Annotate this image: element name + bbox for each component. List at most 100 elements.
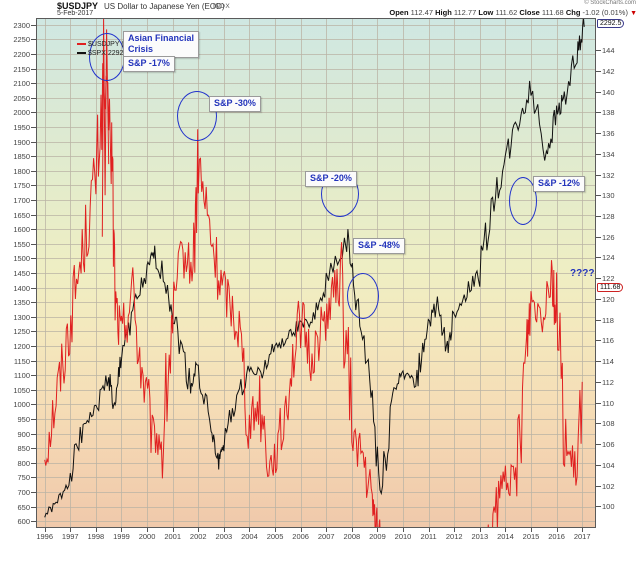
gridline-vertical — [44, 19, 46, 527]
x-axis-tick — [172, 528, 174, 532]
quote-bar: Open 112.47 High 112.77 Low 111.62 Close… — [389, 8, 637, 17]
y-axis-left-tick — [31, 316, 36, 318]
high-label: High — [435, 8, 452, 17]
y-axis-left-tick-label: 1200 — [13, 341, 30, 351]
y-axis-left-tick-label: 2100 — [13, 79, 30, 89]
gridline-horizontal — [37, 141, 595, 143]
gridline-horizontal — [37, 214, 595, 216]
y-axis-left-tick-label: 2150 — [13, 64, 30, 74]
y-axis-left-tick — [31, 462, 36, 464]
x-axis-tick — [326, 528, 328, 532]
y-axis-right-tick — [596, 91, 601, 93]
y-axis-left-tick — [31, 331, 36, 333]
chg-label: Chg — [565, 8, 581, 17]
y-axis-right-tick-label: 138 — [602, 108, 615, 118]
legend-swatch-spx — [77, 51, 86, 54]
chart-plot-area[interactable]: $USDJPY (Weekly) 111.68 $SPX 2292.56 Asi… — [36, 18, 596, 528]
stockcharts-brand: © StockCharts.com — [584, 0, 636, 6]
y-axis-left-tick-label: 1700 — [13, 196, 30, 205]
symbol-ticker: $USDJPY — [57, 1, 99, 11]
y-axis-right-tick — [596, 340, 601, 342]
y-axis-left-tick-label: 1750 — [13, 181, 30, 191]
gridline-horizontal — [37, 360, 595, 362]
gridline-horizontal — [37, 127, 595, 129]
quote-date: 5-Feb-2017 — [57, 10, 94, 17]
x-axis-tick — [223, 528, 225, 532]
gridline-horizontal — [37, 448, 595, 450]
x-axis-tick-label: 2011 — [420, 532, 437, 541]
y-axis-left-tick — [31, 229, 36, 231]
y-axis-left-tick — [31, 200, 36, 201]
series-line-spx — [44, 19, 585, 518]
y-axis-left-tick — [31, 258, 36, 260]
y-axis-right-tick — [596, 402, 601, 404]
x-axis-tick-label: 2016 — [548, 532, 565, 541]
y-axis-right-tick-label: 112 — [602, 377, 614, 387]
gridline-horizontal — [37, 24, 595, 26]
chg-value: -1.02 (0.01%) — [582, 8, 628, 17]
y-axis-left-tick — [31, 156, 36, 158]
x-axis-tick — [275, 528, 277, 532]
y-axis-left-tick-label: 1550 — [13, 239, 30, 249]
symbol-description: US Dollar to Japanese Yen (EOD) — [104, 2, 225, 11]
x-axis-tick-label: 2000 — [138, 532, 156, 541]
chg-down-arrow-icon: ▼ — [630, 10, 637, 17]
y-axis-left-tick — [31, 404, 36, 406]
y-axis-right-tick — [596, 257, 601, 259]
y-axis-right-tick — [596, 236, 601, 238]
y-axis-right-tick-label: 120 — [602, 294, 615, 304]
y-axis-right-tick — [596, 112, 601, 114]
gridline-horizontal — [37, 506, 595, 508]
gridline-horizontal — [37, 389, 595, 391]
series-line-usdjpy — [44, 63, 583, 527]
y-axis-left-tick — [31, 112, 36, 114]
y-axis-left-tick — [31, 39, 36, 41]
x-axis-tick-label: 2014 — [497, 532, 514, 541]
y-axis-left-tick — [31, 302, 36, 304]
x-axis-tick — [531, 528, 532, 532]
annotation-sp-12: S&P -12% — [533, 176, 585, 192]
y-axis-left-tick-label: 750 — [17, 473, 30, 483]
x-axis-tick — [582, 528, 584, 532]
x-axis-tick — [44, 528, 46, 532]
y-axis-right-tick-label: 100 — [602, 502, 615, 512]
gridline-horizontal — [37, 375, 595, 377]
y-axis-left-tick-label: 2300 — [13, 20, 30, 30]
y-axis-right-tick-label: 104 — [602, 460, 615, 470]
y-axis-right-tick-label: 116 — [602, 336, 614, 346]
y-axis-left-tick-label: 1350 — [13, 298, 30, 308]
gridline-horizontal — [37, 273, 595, 274]
highlight-ellipse-2015 — [509, 177, 537, 225]
x-axis-tick-label: 2002 — [189, 532, 207, 541]
x-axis-tick-label: 2008 — [343, 532, 361, 541]
gridline-horizontal — [37, 316, 595, 318]
y-axis-right-tick — [596, 215, 601, 217]
y-axis-right-tick-label: 132 — [602, 170, 615, 180]
y-axis-left-tick-label: 1600 — [13, 225, 30, 235]
open-label: Open — [389, 8, 409, 17]
y-axis-right-tick — [596, 423, 601, 425]
gridline-horizontal — [37, 156, 595, 158]
y-axis-right-tick-label: 114 — [602, 357, 614, 367]
y-axis-left-tick-label: 1500 — [13, 254, 30, 264]
x-axis-tick-label: 2005 — [266, 532, 284, 541]
x-axis-tick — [479, 528, 481, 532]
x-axis-tick — [454, 528, 456, 532]
price-flag-spx: 2292.5 — [597, 19, 625, 28]
gridline-vertical — [249, 19, 251, 527]
gridline-vertical — [121, 19, 123, 527]
y-axis-left-tick-label: 950 — [17, 414, 30, 424]
gridline-horizontal — [37, 287, 595, 289]
x-axis-tick — [351, 528, 353, 532]
y-axis-left-tick — [31, 448, 36, 450]
y-axis-left-tick — [31, 127, 36, 129]
gridline-horizontal — [37, 112, 595, 114]
x-axis-tick — [249, 528, 251, 532]
y-axis-right-tick — [596, 444, 601, 446]
y-axis-left-tick — [31, 24, 36, 26]
y-axis-left-tick-label: 850 — [17, 444, 30, 454]
gridline-vertical — [275, 19, 277, 527]
annotation-sp-48: S&P -48% — [353, 238, 405, 254]
gridline-horizontal — [37, 97, 595, 99]
gridline-vertical — [582, 19, 584, 527]
